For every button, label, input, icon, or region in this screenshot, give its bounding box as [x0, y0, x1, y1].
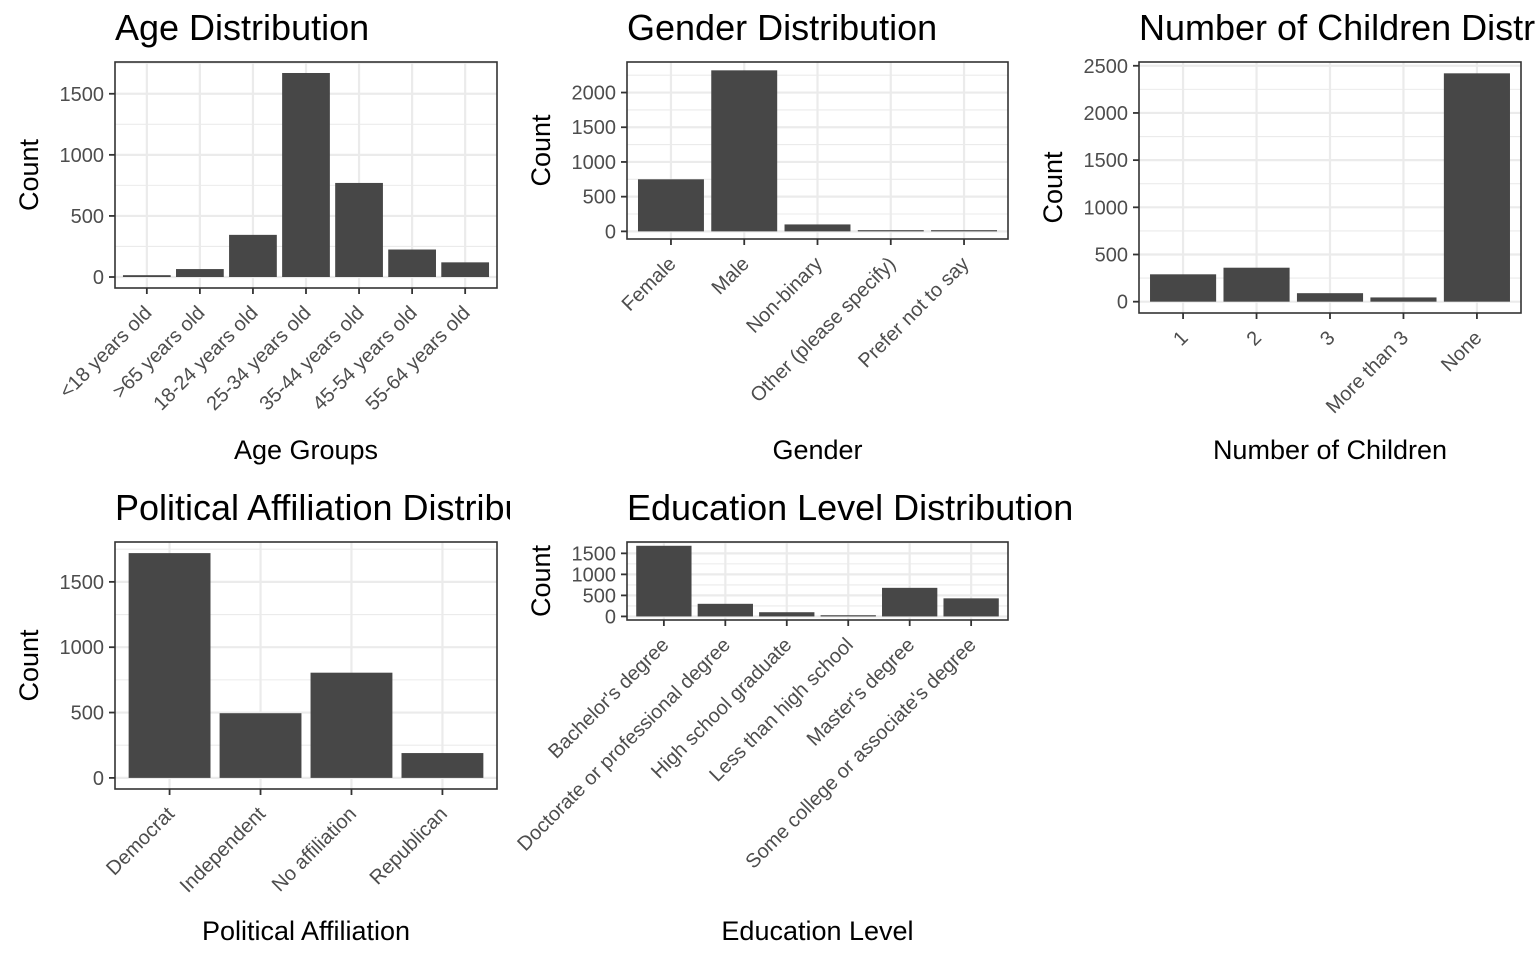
- y-axis-title: Count: [14, 629, 44, 702]
- panel-border: [626, 541, 1009, 621]
- bar-1: [1150, 274, 1217, 302]
- bar-more-than-3: [1370, 297, 1437, 302]
- bar-non-binary: [784, 224, 851, 232]
- x-tick-label: Democrat: [102, 803, 179, 880]
- bar-republican: [401, 753, 484, 778]
- y-tick-label: 500: [71, 703, 104, 725]
- x-tick-label: 2: [1243, 327, 1266, 350]
- bar-less-than-high-school: [820, 615, 876, 617]
- bar-male: [711, 70, 778, 232]
- y-tick-label: 1000: [60, 637, 105, 659]
- panel-border: [114, 541, 498, 790]
- bar-high-school-graduate: [759, 612, 815, 617]
- bar-doctorate-or-professional-degree: [697, 603, 753, 617]
- x-tick-label: No affiliation: [268, 803, 361, 896]
- bar-3: [1296, 293, 1364, 302]
- bar-independent: [219, 713, 302, 778]
- y-axis-title: Count: [14, 138, 44, 211]
- bar-25-34-years-old: [282, 72, 330, 278]
- x-tick-label: Master's degree: [803, 634, 920, 751]
- y-tick-label: 2500: [1084, 56, 1129, 78]
- bar-55-64-years-old: [441, 262, 490, 278]
- x-tick-label: Male: [708, 253, 754, 299]
- bar-other-please-specify-: [857, 230, 924, 232]
- y-tick-label: 0: [1117, 292, 1128, 314]
- y-tick-label: 500: [71, 206, 104, 228]
- y-tick-label: 1500: [572, 117, 617, 139]
- y-tick-label: 0: [93, 267, 104, 289]
- x-tick-label: Other (please specify): [746, 253, 900, 407]
- bar--18-years-old: [122, 275, 171, 278]
- x-axis-title: Number of Children: [1213, 435, 1447, 465]
- y-tick-label: 500: [1095, 244, 1128, 266]
- x-tick-label: Republican: [366, 803, 452, 889]
- x-tick-label: >65 years old: [109, 302, 210, 403]
- x-axis-title: Gender: [772, 435, 862, 465]
- bar-none: [1443, 73, 1510, 302]
- y-tick-label: 0: [605, 221, 616, 243]
- y-tick-label: 1500: [60, 84, 105, 106]
- y-tick-label: 1000: [60, 145, 105, 167]
- x-tick-label: Female: [618, 253, 681, 316]
- bar-18-24-years-old: [229, 234, 277, 278]
- bar-no-affiliation: [310, 672, 393, 778]
- y-tick-label: 0: [605, 606, 616, 628]
- y-tick-label: 2000: [572, 83, 617, 105]
- y-tick-label: 1500: [572, 543, 617, 565]
- x-axis-title: Education Level: [721, 916, 913, 946]
- y-tick-label: 500: [583, 187, 616, 209]
- chart-title: Age Distribution: [115, 7, 369, 48]
- y-axis-title: Count: [1038, 151, 1068, 224]
- x-tick-label: 1: [1169, 327, 1192, 350]
- y-axis-title: Count: [526, 114, 556, 187]
- bar-democrat: [128, 553, 211, 778]
- bar-prefer-not-to-say: [931, 230, 998, 232]
- bar-45-54-years-old: [388, 249, 436, 278]
- chart-title: Political Affiliation Distribution: [115, 487, 583, 528]
- bar-bachelor-s-degree: [636, 545, 692, 617]
- x-axis-title: Political Affiliation: [202, 916, 410, 946]
- y-tick-label: 2000: [1084, 103, 1129, 125]
- y-tick-label: 1000: [1084, 197, 1129, 219]
- y-axis-title: Count: [526, 544, 556, 617]
- x-tick-label: <18 years old: [56, 302, 157, 403]
- chart-title: Education Level Distribution: [627, 487, 1073, 528]
- y-tick-label: 500: [583, 585, 616, 607]
- y-tick-label: 1500: [60, 572, 105, 594]
- x-tick-label: Independent: [176, 803, 271, 898]
- bar-35-44-years-old: [335, 182, 383, 278]
- x-tick-label: None: [1437, 327, 1486, 376]
- x-axis-title: Age Groups: [234, 435, 378, 465]
- chart-title: Number of Children Distribution: [1139, 7, 1536, 48]
- y-tick-label: 0: [93, 768, 104, 790]
- x-tick-label: 3: [1316, 327, 1339, 350]
- bar--65-years-old: [176, 269, 224, 278]
- bar-female: [637, 179, 704, 232]
- chart-title: Gender Distribution: [627, 7, 937, 48]
- y-tick-label: 1500: [1084, 150, 1129, 172]
- x-tick-label: Some college or associate's degree: [741, 634, 980, 873]
- bar-some-college-or-associate-s-degree: [943, 598, 999, 617]
- bar-master-s-degree: [882, 587, 938, 617]
- y-tick-label: 1000: [572, 564, 617, 586]
- bar-2: [1223, 267, 1290, 302]
- y-tick-label: 1000: [572, 152, 617, 174]
